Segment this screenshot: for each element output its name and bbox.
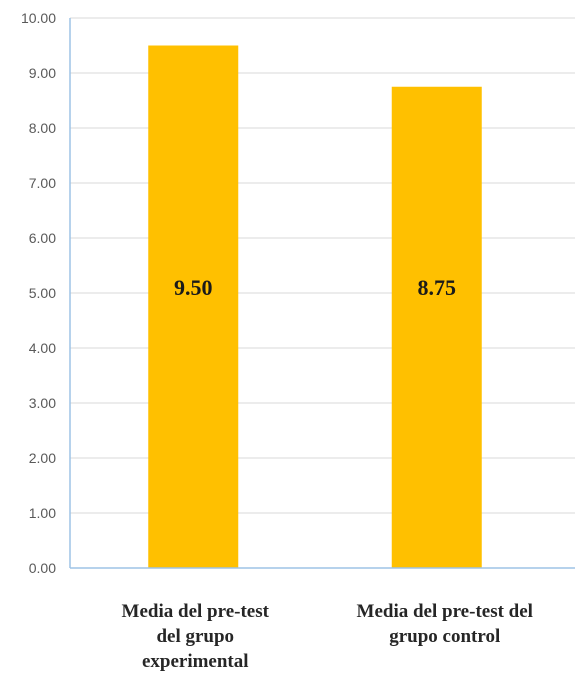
y-tick-label: 3.00 bbox=[29, 395, 56, 411]
gridlines bbox=[70, 17, 575, 514]
data-label: 8.75 bbox=[418, 275, 457, 300]
y-tick-label: 9.00 bbox=[29, 65, 56, 81]
y-tick-label: 5.00 bbox=[29, 285, 56, 301]
y-tick-label: 7.00 bbox=[29, 175, 56, 191]
y-axis-tick-labels: 0.00 1.00 2.00 3.00 4.00 5.00 6.00 7.00 8.00 9.00… bbox=[21, 10, 56, 576]
category-label-line: del grupo bbox=[156, 626, 234, 647]
category-label-line: Media del pre-test bbox=[122, 601, 270, 622]
y-tick-label: 4.00 bbox=[29, 340, 56, 356]
category-label-line: grupo control bbox=[389, 626, 500, 647]
data-labels: 9.50 8.75 bbox=[174, 275, 456, 300]
axes bbox=[69, 18, 575, 569]
category-label: Media del pre-test del grupo experimental bbox=[122, 601, 270, 672]
category-labels: Media del pre-test del grupo experimentalM… bbox=[122, 601, 533, 672]
data-label: 9.50 bbox=[174, 275, 213, 300]
bars bbox=[148, 45, 482, 568]
y-tick-label: 2.00 bbox=[29, 450, 56, 466]
category-label-line: experimental bbox=[142, 651, 249, 672]
category-label: Media del pre-test del grupo control bbox=[357, 601, 533, 647]
y-tick-label: 10.00 bbox=[21, 10, 56, 26]
y-tick-label: 6.00 bbox=[29, 230, 56, 246]
bar bbox=[148, 45, 239, 568]
category-label-line: Media del pre-test del bbox=[357, 601, 533, 622]
y-tick-label: 0.00 bbox=[29, 560, 56, 576]
y-tick-label: 8.00 bbox=[29, 120, 56, 136]
bar bbox=[391, 86, 482, 568]
y-tick-label: 1.00 bbox=[29, 505, 56, 521]
